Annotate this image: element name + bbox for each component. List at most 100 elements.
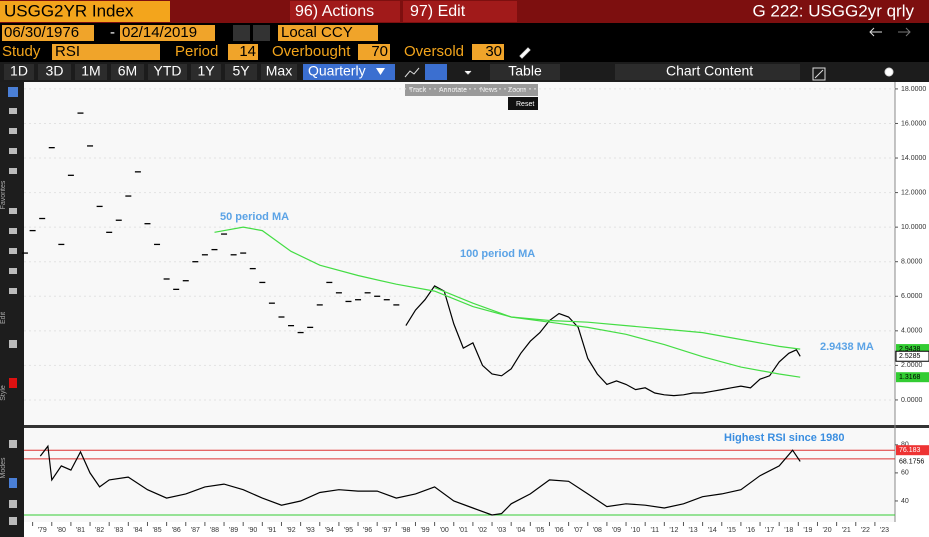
rsi-panel — [24, 428, 895, 522]
x-tick-label: '87 — [191, 527, 200, 534]
popup-item: Annotate — [439, 87, 467, 94]
tool-icons — [8, 87, 18, 525]
x-tick-label: '98 — [401, 527, 410, 534]
study-label: Study — [2, 43, 41, 60]
page-title: G 222: USGG2yr qrly — [752, 1, 914, 20]
last-value: 76.183 — [899, 447, 921, 454]
period-option: 5Y — [232, 63, 250, 79]
annotation: 2.9438 MA — [820, 341, 874, 353]
last-value: 2.5285 — [899, 353, 921, 360]
period-option: YTD — [154, 63, 182, 79]
security-field — [0, 1, 170, 22]
oversold-label: Oversold — [404, 43, 464, 60]
frequency-button — [303, 64, 395, 80]
y-tick-label: 10.0000 — [901, 224, 926, 231]
rsi-axis-band — [895, 428, 929, 522]
popup-item: Track — [409, 87, 427, 94]
x-tick-label: '08 — [593, 527, 602, 534]
x-tick-label: '83 — [114, 527, 123, 534]
x-tick-label: '05 — [535, 527, 544, 534]
x-tick-label: '03 — [497, 527, 506, 534]
x-tick-label: '11 — [650, 527, 659, 534]
x-tick-label: '94 — [325, 527, 334, 534]
x-tick-label: '90 — [248, 527, 257, 534]
x-tick-label: '93 — [306, 527, 315, 534]
end-field — [120, 25, 215, 41]
series-line — [39, 444, 801, 516]
period-button — [4, 64, 34, 80]
x-tick-label: '85 — [152, 527, 161, 534]
y-tick-label: 80 — [901, 442, 909, 449]
y-tick-label: 12.0000 — [901, 189, 926, 196]
x-tick-label: '13 — [688, 527, 697, 534]
table: Table — [508, 63, 542, 79]
x-tick-label: '18 — [784, 527, 793, 534]
x-tick-label: '82 — [95, 527, 104, 534]
chart-content-button — [615, 64, 800, 80]
start-date: 06/30/1976 — [4, 24, 79, 41]
x-tick-label: '91 — [267, 527, 276, 534]
y-tick-label: 0.0000 — [901, 397, 923, 404]
oversold: 30 — [485, 43, 502, 60]
moving-average — [214, 226, 801, 350]
moving-average — [434, 287, 801, 378]
last-value-box — [896, 456, 929, 467]
period-option: 1D — [10, 63, 28, 79]
period-button — [75, 64, 107, 80]
period-button — [111, 64, 144, 80]
reset-button — [508, 97, 538, 110]
panel-divider — [24, 425, 929, 428]
period: 14 — [239, 43, 256, 60]
actions-button — [290, 1, 400, 22]
period-button — [148, 64, 187, 80]
y-tick-label: 18.0000 — [901, 86, 926, 93]
dropdown-arrow — [376, 68, 385, 75]
study-field — [52, 44, 160, 60]
chart-content: Chart Content — [666, 63, 753, 79]
x-tick-label: '00 — [440, 527, 449, 534]
table-button — [490, 64, 560, 80]
last-value-box — [896, 344, 929, 355]
popup-item: Zoom — [508, 87, 526, 94]
price-panel — [24, 82, 895, 425]
prev-button — [233, 25, 250, 41]
y-tick-label: 2.0000 — [901, 362, 923, 369]
y-tick-label: 6.0000 — [901, 293, 923, 300]
period-option: Max — [266, 63, 292, 79]
x-tick-label: '06 — [554, 527, 563, 534]
side-label: Edit — [0, 312, 7, 324]
overbought-field — [358, 44, 390, 60]
currency-field — [278, 25, 378, 41]
period-button — [191, 64, 221, 80]
y-tick-label: 4.0000 — [901, 328, 923, 335]
x-tick-label: '14 — [708, 527, 717, 534]
reset: Reset — [516, 101, 534, 108]
period-field — [228, 44, 258, 60]
side-label: Modes — [0, 457, 7, 479]
row-icons — [404, 27, 911, 81]
y-tick-label: 14.0000 — [901, 155, 926, 162]
x-tick-label: '07 — [574, 527, 583, 534]
x-tick-label: '20 — [822, 527, 831, 534]
x-tick-label: '96 — [363, 527, 372, 534]
period-label: Period — [175, 43, 218, 60]
ma-label: 100 period MA — [460, 248, 535, 260]
x-tick-label: '97 — [382, 527, 391, 534]
period-option: 6M — [118, 63, 137, 79]
last-value: 2.9438 — [899, 346, 921, 353]
last-value: 68.1756 — [899, 458, 924, 465]
last-value-box — [896, 372, 929, 383]
last-value-box — [896, 445, 929, 456]
x-tick-label: '19 — [803, 527, 812, 534]
popup — [405, 84, 538, 96]
period-button — [38, 64, 71, 80]
frequency: Quarterly — [308, 63, 366, 79]
x-tick-label: '99 — [420, 527, 429, 534]
currency: Local CCY — [281, 24, 353, 41]
x-tick-label: '10 — [631, 527, 640, 534]
price-axis-band — [895, 82, 929, 425]
end-date: 02/14/2019 — [122, 24, 197, 41]
x-tick-label: '04 — [516, 527, 525, 534]
range-dash: - — [110, 24, 115, 41]
x-tick-label: '16 — [746, 527, 755, 534]
